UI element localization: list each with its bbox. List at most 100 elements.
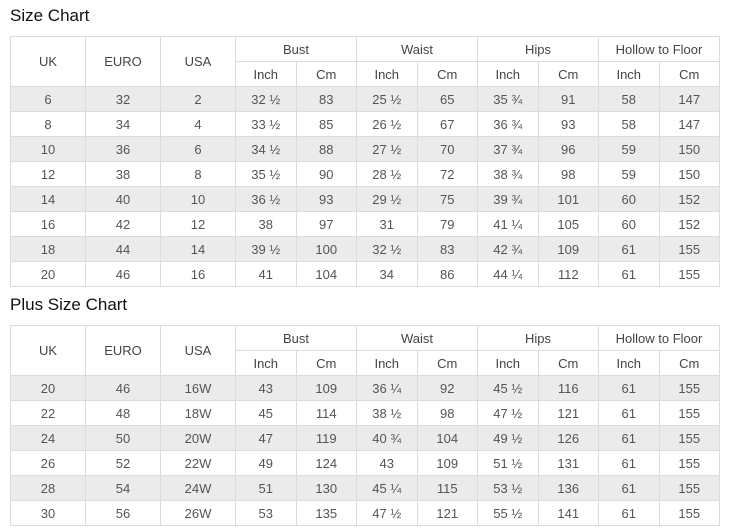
table-cell: 47 ½ <box>477 400 539 426</box>
table-cell: 20 <box>10 375 86 401</box>
table-cell: 43 <box>356 450 418 476</box>
table-cell: 79 <box>416 211 478 237</box>
table-cell: 38 ½ <box>356 400 418 426</box>
table-cell: 24 <box>10 425 86 451</box>
table-cell: 53 ½ <box>477 475 539 501</box>
table-cell: 114 <box>295 400 357 426</box>
table-cell: 36 ½ <box>235 186 297 212</box>
table-cell: 22W <box>160 450 236 476</box>
table-cell: 32 ½ <box>356 236 418 262</box>
table-cell: 130 <box>295 475 357 501</box>
table-cell: 26 <box>10 450 86 476</box>
table-cell: 61 <box>598 261 660 287</box>
table-cell: 98 <box>416 400 478 426</box>
table-cell: 152 <box>658 211 720 237</box>
table-cell: 18 <box>10 236 86 262</box>
table-cell: 33 ½ <box>235 111 297 137</box>
table-row: 12 38 8 35 ½ 90 28 ½ 72 38 ¾ 98 59 150 <box>10 161 720 187</box>
sub-header: Cm <box>658 61 720 87</box>
table-cell: 40 ¾ <box>356 425 418 451</box>
table-row: 22 48 18W 45 114 38 ½ 98 47 ½ 121 61 155 <box>10 400 720 426</box>
size-chart-table: UK EURO USA Bust Waist Hips Hollow to Floor Inc… <box>10 36 720 287</box>
table-cell: 155 <box>658 450 720 476</box>
table-row: 30 56 26W 53 135 47 ½ 121 55 ½ 141 61 155 <box>10 500 720 526</box>
column-header: UK <box>10 36 86 87</box>
table-cell: 52 <box>85 450 161 476</box>
table-cell: 109 <box>295 375 357 401</box>
table-cell: 24W <box>160 475 236 501</box>
sub-header: Inch <box>598 61 660 87</box>
table-cell: 4 <box>160 111 236 137</box>
table-cell: 56 <box>85 500 161 526</box>
table-cell: 38 <box>85 161 161 187</box>
table-cell: 29 ½ <box>356 186 418 212</box>
table-cell: 60 <box>598 186 660 212</box>
table-cell: 2 <box>160 86 236 112</box>
header-row-units: Inch Cm Inch Cm Inch Cm Inch Cm <box>11 350 720 376</box>
table-cell: 61 <box>598 375 660 401</box>
table-row: 24 50 20W 47 119 40 ¾ 104 49 ½ 126 61 155 <box>10 425 720 451</box>
sub-header: Cm <box>416 61 478 87</box>
table-cell: 41 <box>235 261 297 287</box>
sub-header: Inch <box>356 61 418 87</box>
table-cell: 155 <box>658 425 720 451</box>
plus-size-chart-table: UK EURO USA Bust Waist Hips Hollow to Floor Inc… <box>10 325 720 526</box>
table-cell: 75 <box>416 186 478 212</box>
table-cell: 115 <box>416 475 478 501</box>
table-cell: 44 ¼ <box>477 261 539 287</box>
table-cell: 98 <box>537 161 599 187</box>
group-header: Waist <box>356 36 478 62</box>
table-cell: 39 ¾ <box>477 186 539 212</box>
table-cell: 61 <box>598 475 660 501</box>
sub-header: Cm <box>658 350 720 376</box>
table-cell: 155 <box>658 400 720 426</box>
table-row: 20 46 16W 43 109 36 ¼ 92 45 ½ 116 61 155 <box>10 375 720 401</box>
group-header: Hips <box>477 325 599 351</box>
table-cell: 6 <box>160 136 236 162</box>
plus-size-chart-title: Plus Size Chart <box>10 295 128 314</box>
column-header: USA <box>160 36 236 87</box>
table-cell: 54 <box>85 475 161 501</box>
table-cell: 51 <box>235 475 297 501</box>
table-cell: 20 <box>10 261 86 287</box>
table-cell: 14 <box>10 186 86 212</box>
table-cell: 41 ¼ <box>477 211 539 237</box>
table-row: 8 34 4 33 ½ 85 26 ½ 67 36 ¾ 93 58 147 <box>10 111 720 137</box>
table-cell: 38 <box>235 211 297 237</box>
table-cell: 49 <box>235 450 297 476</box>
table-cell: 10 <box>160 186 236 212</box>
table-cell: 16W <box>160 375 236 401</box>
table-cell: 65 <box>416 86 478 112</box>
table-cell: 44 <box>85 236 161 262</box>
table-cell: 67 <box>416 111 478 137</box>
table-cell: 150 <box>658 161 720 187</box>
table-cell: 155 <box>658 475 720 501</box>
table-cell: 83 <box>295 86 357 112</box>
table-cell: 147 <box>658 86 720 112</box>
table-cell: 48 <box>85 400 161 426</box>
table-cell: 16 <box>10 211 86 237</box>
table-cell: 61 <box>598 236 660 262</box>
table-cell: 34 <box>356 261 418 287</box>
table-cell: 61 <box>598 450 660 476</box>
plus-size-chart-section: Plus Size Chart UK EURO USA Bust Waist Hips Ho… <box>10 295 720 526</box>
table-cell: 131 <box>537 450 599 476</box>
table-cell: 93 <box>295 186 357 212</box>
table-cell: 42 ¾ <box>477 236 539 262</box>
sub-header: Inch <box>477 61 539 87</box>
table-cell: 37 ¾ <box>477 136 539 162</box>
table-cell: 8 <box>10 111 86 137</box>
table-cell: 50 <box>85 425 161 451</box>
table-cell: 116 <box>537 375 599 401</box>
table-cell: 26W <box>160 500 236 526</box>
table-cell: 136 <box>537 475 599 501</box>
table-cell: 46 <box>85 375 161 401</box>
table-cell: 28 ½ <box>356 161 418 187</box>
group-header: Hollow to Floor <box>598 325 720 351</box>
table-cell: 26 ½ <box>356 111 418 137</box>
table-cell: 47 <box>235 425 297 451</box>
table-cell: 101 <box>537 186 599 212</box>
table-cell: 27 ½ <box>356 136 418 162</box>
table-cell: 47 ½ <box>356 500 418 526</box>
table-cell: 58 <box>598 86 660 112</box>
